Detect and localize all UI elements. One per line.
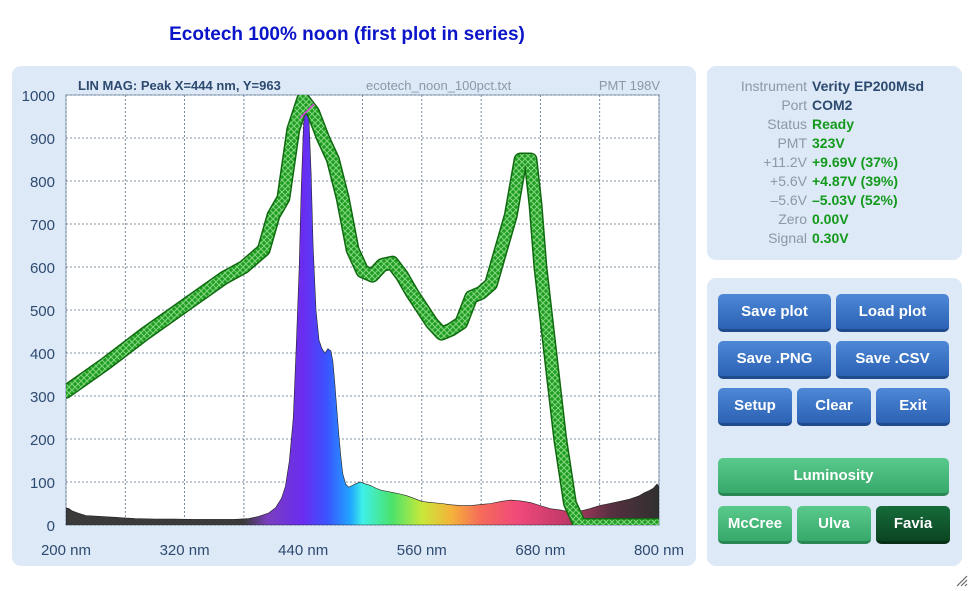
mccree-button[interactable]: McCree xyxy=(718,506,792,544)
info-value: +9.69V (37%) xyxy=(812,154,898,170)
info-row: +5.6V +4.87V (39%) xyxy=(707,173,962,192)
window-title: Ecotech 100% noon (first plot in series) xyxy=(169,24,525,45)
info-label: PMT xyxy=(777,135,807,151)
peak-marker xyxy=(299,103,315,119)
luminosity-button[interactable]: Luminosity xyxy=(718,458,949,496)
y-tick-label: 900 xyxy=(30,131,55,148)
plot-header-peak: LIN MAG: Peak X=444 nm, Y=963 xyxy=(78,78,281,93)
spectrum-chart: 200 nm 320 nm 440 nm 560 nm 680 nm 800 nm 0 100… xyxy=(22,78,684,559)
green-band-series xyxy=(66,95,659,525)
save-png-button[interactable]: Save .PNG xyxy=(718,341,831,379)
save-csv-button[interactable]: Save .CSV xyxy=(836,341,949,379)
info-label: Zero xyxy=(778,211,807,227)
setup-button[interactable]: Setup xyxy=(718,388,792,426)
info-value: +4.87V (39%) xyxy=(812,173,898,189)
info-value: Ready xyxy=(812,116,855,132)
info-row: Port COM2 xyxy=(707,97,962,116)
info-label: Signal xyxy=(768,230,807,246)
y-tick-label: 700 xyxy=(30,217,55,234)
y-tick-label: 400 xyxy=(30,346,55,363)
info-value: Verity EP200Msd xyxy=(812,78,925,94)
y-tick-label: 200 xyxy=(30,432,55,449)
info-value: 0.00V xyxy=(812,211,849,227)
info-label: –5.6V xyxy=(770,192,807,208)
info-row: Status Ready xyxy=(707,116,962,135)
info-row: Signal 0.30V xyxy=(707,230,962,249)
x-tick-label: 800 nm xyxy=(634,542,684,559)
resize-grip-icon[interactable] xyxy=(954,573,968,587)
x-tick-label: 320 nm xyxy=(160,542,210,559)
load-plot-button[interactable]: Load plot xyxy=(836,294,949,332)
instrument-info-panel: Instrument Verity EP200Msd Port COM2 Status R… xyxy=(707,66,962,260)
info-label: +5.6V xyxy=(770,173,807,189)
info-row: Zero 0.00V xyxy=(707,211,962,230)
info-row: PMT 323V xyxy=(707,135,962,154)
plot-header-pmt: PMT 198V xyxy=(599,78,661,93)
exit-button[interactable]: Exit xyxy=(876,388,950,426)
y-tick-label: 1000 xyxy=(22,88,55,105)
info-row: +11.2V +9.69V (37%) xyxy=(707,154,962,173)
ulva-button[interactable]: Ulva xyxy=(797,506,871,544)
favia-button[interactable]: Favia xyxy=(876,506,950,544)
y-tick-label: 500 xyxy=(30,303,55,320)
info-label: Port xyxy=(781,97,807,113)
x-tick-label: 560 nm xyxy=(397,542,447,559)
info-value: 323V xyxy=(812,135,845,151)
x-tick-label: 680 nm xyxy=(515,542,565,559)
info-value: 0.30V xyxy=(812,230,849,246)
info-row: –5.6V –5.03V (52%) xyxy=(707,192,962,211)
y-tick-label: 800 xyxy=(30,174,55,191)
plot-header-filename: ecotech_noon_100pct.txt xyxy=(366,78,512,93)
clear-button[interactable]: Clear xyxy=(797,388,871,426)
y-tick-label: 600 xyxy=(30,260,55,277)
controls-panel: Save plot Load plot Save .PNG Save .CSV … xyxy=(707,278,962,566)
y-tick-label: 0 xyxy=(47,518,55,535)
info-label: Status xyxy=(767,116,807,132)
info-value: COM2 xyxy=(812,97,853,113)
y-tick-label: 100 xyxy=(30,475,55,492)
x-tick-label: 200 nm xyxy=(41,542,91,559)
x-tick-label: 440 nm xyxy=(278,542,328,559)
y-tick-label: 300 xyxy=(30,389,55,406)
spectrum-plot-panel: 200 nm 320 nm 440 nm 560 nm 680 nm 800 nm 0 100… xyxy=(12,66,696,566)
info-value: –5.03V (52%) xyxy=(812,192,898,208)
info-label: +11.2V xyxy=(763,154,807,170)
info-label: Instrument xyxy=(740,78,807,94)
info-row: Instrument Verity EP200Msd xyxy=(707,78,962,97)
save-plot-button[interactable]: Save plot xyxy=(718,294,831,332)
